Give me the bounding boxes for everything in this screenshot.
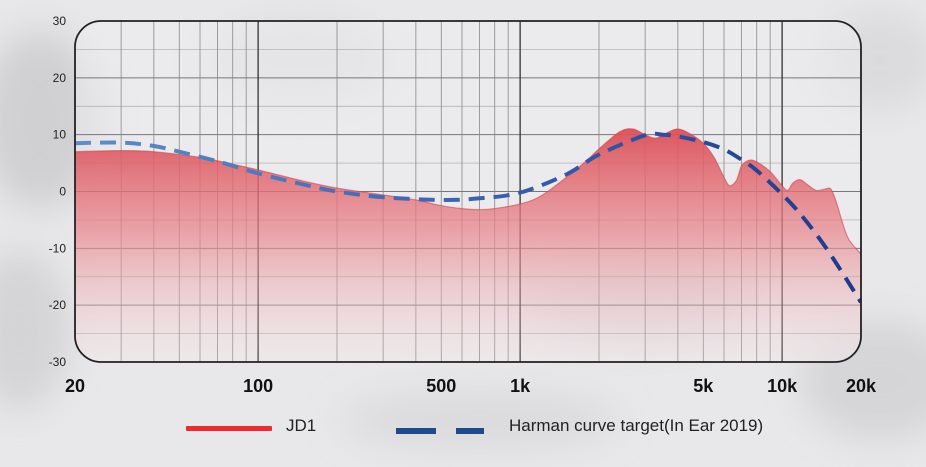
- harman-series: [75, 131, 861, 304]
- x-tick-label: 1k: [510, 376, 531, 396]
- jd1-area: [75, 128, 861, 362]
- x-tick-label: 100: [243, 376, 273, 396]
- x-axis-ticks: 20 100 500 1k 5k 10k 20k: [65, 376, 877, 396]
- x-tick-label: 5k: [693, 376, 714, 396]
- y-tick-label: -20: [49, 298, 67, 312]
- x-tick-label: 10k: [767, 376, 798, 396]
- x-tick-label: 20: [65, 376, 85, 396]
- harman-dashed-line: [75, 131, 861, 304]
- plot-border: [74, 20, 862, 363]
- y-tick-label: 0: [59, 185, 66, 199]
- y-tick-label: 30: [53, 14, 67, 28]
- jd1-line: [75, 128, 861, 255]
- y-tick-label: 20: [53, 71, 67, 85]
- x-tick-label: 20k: [846, 376, 877, 396]
- jd1-series: [75, 128, 861, 362]
- y-tick-label: -30: [49, 355, 67, 369]
- y-tick-label: 10: [53, 128, 67, 142]
- legend-jd1-swatch: [186, 426, 272, 431]
- legend: JD1 Harman curve target(In Ear 2019): [0, 414, 926, 444]
- y-axis-ticks: 30 20 10 0 -10 -20 -30: [49, 14, 67, 369]
- legend-harman-swatch-dash-2: [456, 428, 484, 434]
- legend-harman-swatch-dash-1: [396, 428, 436, 434]
- legend-jd1-label: JD1: [286, 416, 317, 435]
- y-tick-label: -10: [49, 241, 67, 255]
- legend-harman-label: Harman curve target(In Ear 2019): [509, 416, 764, 435]
- x-tick-label: 500: [426, 376, 456, 396]
